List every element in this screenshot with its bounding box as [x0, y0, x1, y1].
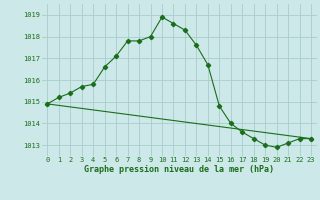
X-axis label: Graphe pression niveau de la mer (hPa): Graphe pression niveau de la mer (hPa)	[84, 165, 274, 174]
